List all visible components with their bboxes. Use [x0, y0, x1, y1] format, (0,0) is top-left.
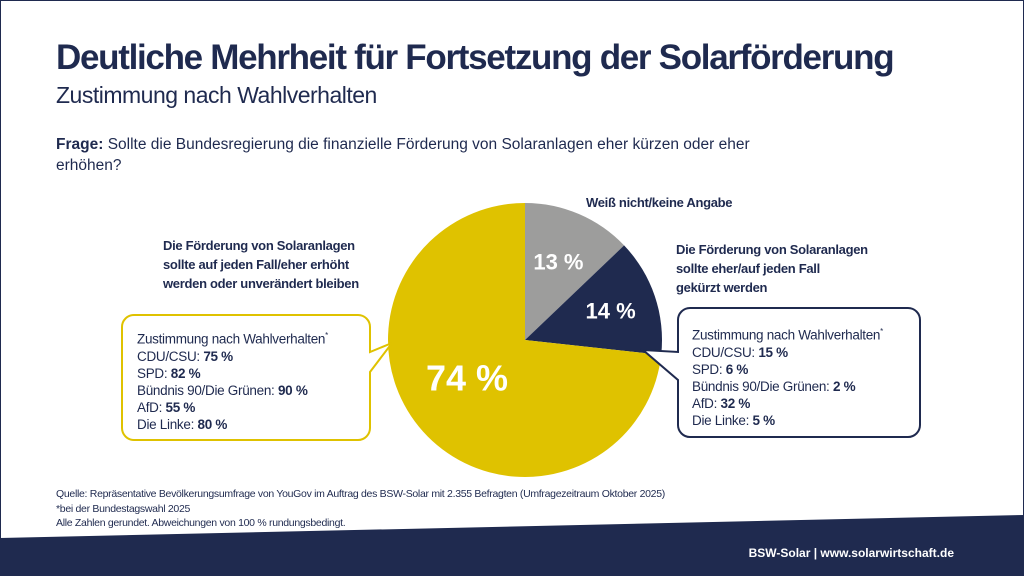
question-text: Sollte die Bundesregierung die finanziel… — [56, 136, 750, 174]
callout-row: Bündnis 90/Die Grünen: 2 % — [692, 378, 856, 394]
label-cut: Die Förderung von Solaranlagen sollte eh… — [676, 240, 868, 297]
survey-question: Frage: Sollte die Bundesregierung die fi… — [56, 134, 816, 176]
callout-row: SPD: 6 % — [692, 361, 749, 377]
callout-cut-box — [640, 307, 921, 438]
callout-row: Die Linke: 5 % — [692, 412, 775, 428]
callout-row: Die Linke: 80 % — [137, 416, 228, 432]
page-title: Deutliche Mehrheit für Fortsetzung der S… — [56, 38, 895, 77]
callout-row: CDU/CSU: 75 % — [137, 348, 233, 364]
footer-credit: BSW-Solar | www.solarwirtschaft.de — [748, 546, 954, 560]
pie-slice — [525, 245, 662, 355]
callout-row: Bündnis 90/Die Grünen: 90 % — [137, 382, 308, 398]
callout-heading: Zustimmung nach Wahlverhalten* — [137, 331, 328, 347]
callout-raise-box — [121, 314, 396, 441]
label-raise-line: sollte auf jeden Fall/eher erhöht — [163, 257, 349, 272]
footnote-line: *bei der Bundestagswahl 2025 — [56, 502, 191, 515]
callout-cut: Zustimmung nach Wahlverhalten* CDU/CSU: … — [692, 323, 883, 429]
source-notes: Quelle: Repräsentative Bevölkerungsumfra… — [56, 487, 665, 531]
pie-chart: 13 %14 % 74 % — [388, 203, 662, 478]
question-label: Frage: — [56, 136, 104, 153]
callout-heading: Zustimmung nach Wahlverhalten* — [692, 327, 883, 343]
label-cut-line: Die Förderung von Solaranlagen — [676, 242, 868, 257]
pie-slice-label: 13 % — [533, 250, 583, 275]
callout-row: SPD: 82 % — [137, 365, 201, 381]
footer-band — [0, 515, 1024, 576]
label-cut-line: gekürzt werden — [676, 280, 768, 295]
page-subtitle: Zustimmung nach Wahlverhalten — [56, 82, 377, 108]
pie-slice — [525, 203, 625, 340]
rounding-note: Alle Zahlen gerundet. Abweichungen von 1… — [56, 517, 346, 529]
callout-row: AfD: 32 % — [692, 395, 751, 411]
pie-slice-label: 74 % — [426, 358, 508, 399]
source-line: Quelle: Repräsentative Bevölkerungsumfra… — [56, 488, 665, 500]
callout-row: CDU/CSU: 15 % — [692, 344, 788, 360]
label-raise: Die Förderung von Solaranlagen sollte au… — [163, 236, 359, 293]
label-unknown: Weiß nicht/keine Angabe — [586, 195, 733, 210]
callout-raise: Zustimmung nach Wahlverhalten* CDU/CSU: … — [137, 327, 328, 433]
callout-row: AfD: 55 % — [137, 399, 196, 415]
pie-slice — [388, 203, 662, 478]
pie-slice-label: 14 % — [586, 299, 636, 324]
label-raise-line: werden oder unverändert bleiben — [163, 276, 359, 291]
label-raise-line: Die Förderung von Solaranlagen — [163, 238, 355, 253]
label-cut-line: sollte eher/auf jeden Fall — [676, 261, 820, 276]
